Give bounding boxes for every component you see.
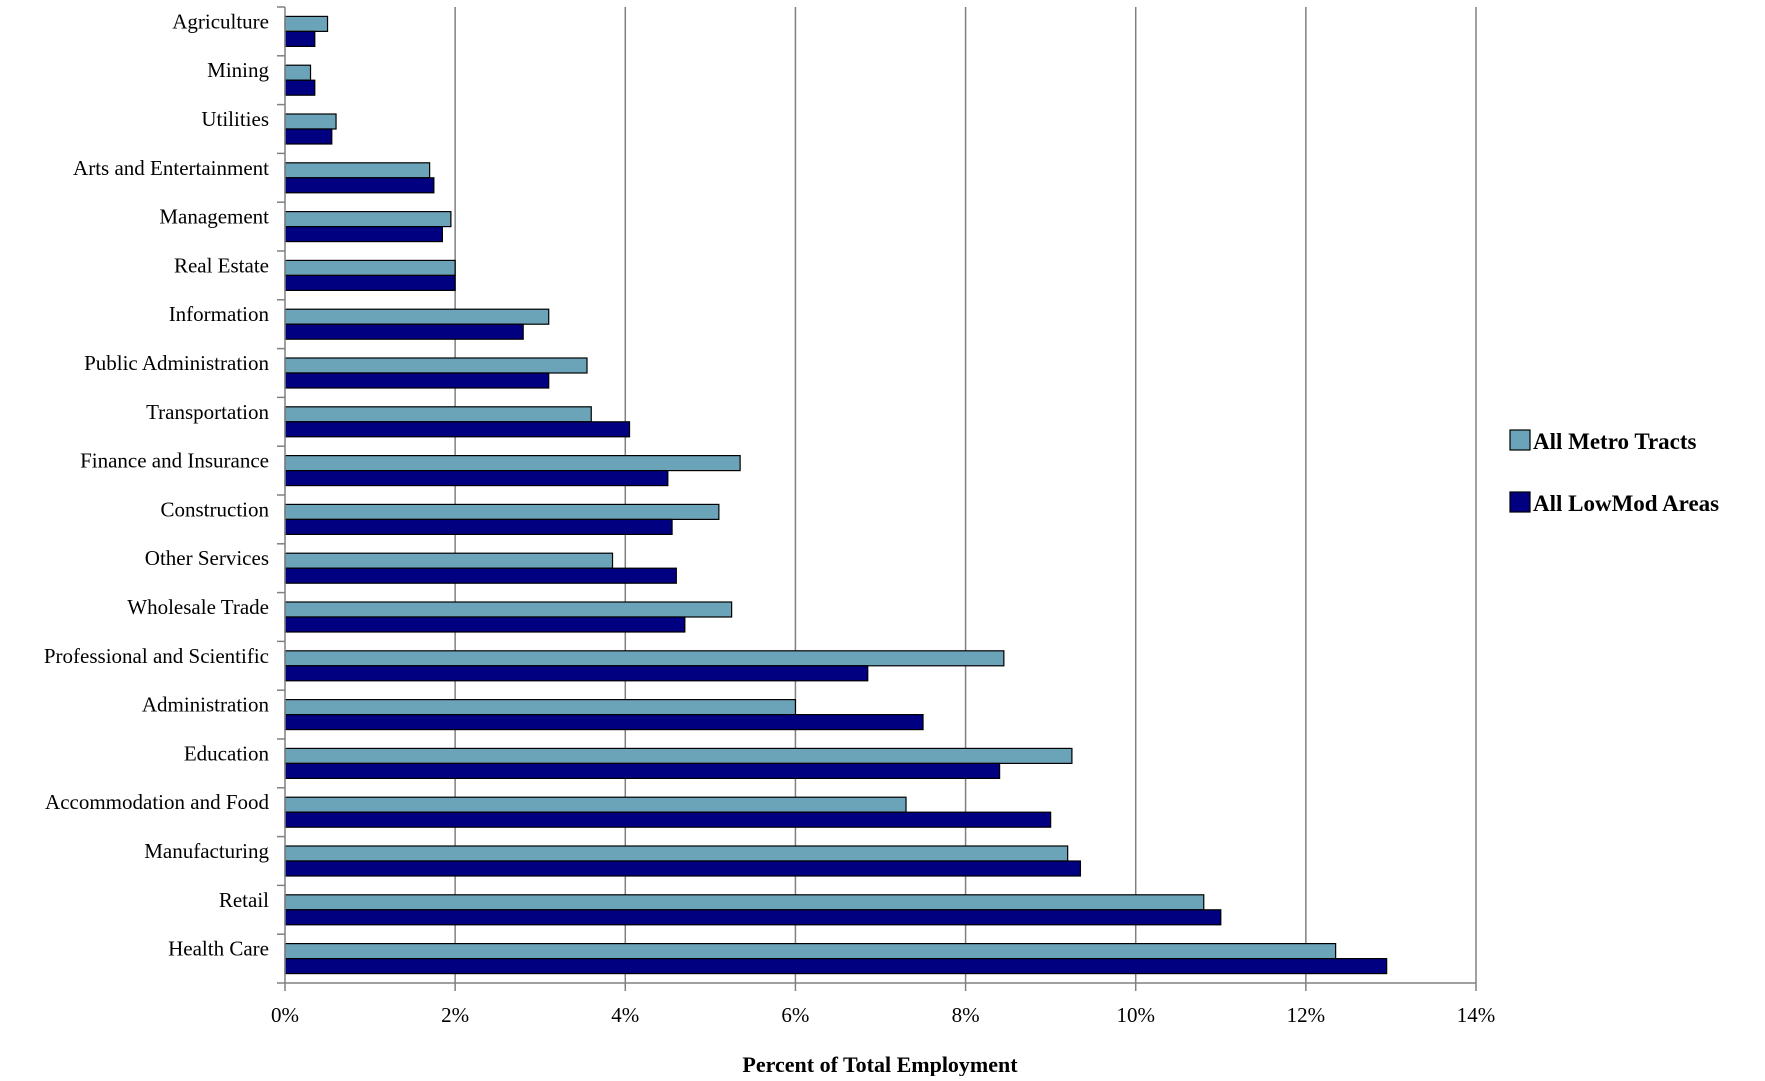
bar-metro-tracts <box>284 162 431 179</box>
bar-lowmod-areas <box>284 762 1001 780</box>
bar-metro-tracts <box>284 601 733 618</box>
bar-lowmod-areas <box>284 909 1222 926</box>
bar-lowmod-areas <box>284 274 456 291</box>
category-labels: Agriculture Mining Utilities Arts and Enter… <box>44 9 270 960</box>
bar-metro-tracts <box>284 259 456 276</box>
legend: All Metro Tracts All LowMod Areas <box>1509 429 1719 516</box>
bar-lowmod-areas <box>284 177 435 194</box>
bar-lowmod-areas <box>284 811 1052 828</box>
category-label: Mining <box>207 58 269 82</box>
bar-lowmod-areas <box>284 323 524 340</box>
bar-metro-tracts <box>284 503 720 520</box>
bar-metro-tracts <box>284 747 1073 765</box>
legend-swatch <box>1509 429 1531 451</box>
legend-item-lowmod-areas: All LowMod Areas <box>1509 491 1719 516</box>
bar-lowmod-areas <box>284 665 869 682</box>
category-label: Utilities <box>201 107 269 131</box>
bar-metro-tracts <box>284 698 797 716</box>
x-tick-label: 4% <box>611 1003 639 1027</box>
category-label: Arts and Entertainment <box>73 156 269 180</box>
bar-metro-tracts <box>284 455 741 472</box>
bar-lowmod-areas <box>284 957 1388 975</box>
bar-metro-tracts <box>284 406 592 423</box>
legend-label: All LowMod Areas <box>1533 491 1719 516</box>
bar-lowmod-areas <box>284 79 316 96</box>
x-tick-label: 10% <box>1116 1003 1155 1027</box>
bar-metro-tracts <box>284 942 1337 960</box>
bar-lowmod-areas <box>284 713 924 731</box>
x-axis-title: Percent of Total Employment <box>742 1052 1018 1076</box>
bar-lowmod-areas <box>284 226 443 243</box>
bar-metro-tracts <box>284 796 907 813</box>
legend-label: All Metro Tracts <box>1533 429 1697 454</box>
category-label: Other Services <box>145 546 269 570</box>
bar-metro-tracts <box>284 211 452 228</box>
bar-metro-tracts <box>284 15 329 32</box>
category-label: Education <box>184 741 270 765</box>
x-tick-label: 8% <box>952 1003 980 1027</box>
bar-lowmod-areas <box>284 567 677 584</box>
x-tick-label: 6% <box>781 1003 809 1027</box>
category-label: Health Care <box>168 937 269 961</box>
bar-lowmod-areas <box>284 616 686 633</box>
bar-lowmod-areas <box>284 518 673 536</box>
bar-lowmod-areas <box>284 470 669 487</box>
category-label: Information <box>169 302 270 326</box>
bar-metro-tracts <box>284 113 337 130</box>
bar-lowmod-areas <box>284 372 550 389</box>
x-tick-label: 12% <box>1287 1003 1326 1027</box>
category-label: Public Administration <box>84 351 269 375</box>
category-label: Administration <box>142 693 270 717</box>
bar-lowmod-areas <box>284 860 1082 877</box>
category-label: Wholesale Trade <box>127 595 269 619</box>
x-tick-label: 2% <box>441 1003 469 1027</box>
tick-labels: 0% 2% 4% 6% 8% 10% 12% 14% <box>271 1003 1495 1027</box>
category-label: Real Estate <box>174 253 269 277</box>
category-label: Professional and Scientific <box>44 644 269 668</box>
bar-lowmod-areas <box>284 421 631 438</box>
category-label: Transportation <box>146 400 269 424</box>
legend-swatch <box>1509 491 1531 513</box>
axes <box>277 6 1477 991</box>
bars <box>284 15 1388 975</box>
bar-metro-tracts <box>284 64 312 81</box>
legend-item-metro-tracts: All Metro Tracts <box>1509 429 1697 454</box>
category-label: Construction <box>161 497 270 521</box>
category-label: Finance and Insurance <box>80 449 269 473</box>
bar-lowmod-areas <box>284 128 333 145</box>
bar-metro-tracts <box>284 308 550 325</box>
category-label: Management <box>159 205 269 229</box>
x-tick-label: 14% <box>1457 1003 1496 1027</box>
bar-metro-tracts <box>284 357 588 374</box>
bar-lowmod-areas <box>284 30 316 47</box>
bar-metro-tracts <box>284 845 1069 862</box>
x-tick-label: 0% <box>271 1003 299 1027</box>
bar-metro-tracts <box>284 650 1005 667</box>
bar-metro-tracts <box>284 894 1205 911</box>
category-label: Retail <box>219 888 269 912</box>
category-label: Manufacturing <box>144 839 269 863</box>
category-label: Agriculture <box>172 9 269 33</box>
gridlines <box>454 7 1477 983</box>
bar-metro-tracts <box>284 552 614 569</box>
category-label: Accommodation and Food <box>45 790 269 814</box>
